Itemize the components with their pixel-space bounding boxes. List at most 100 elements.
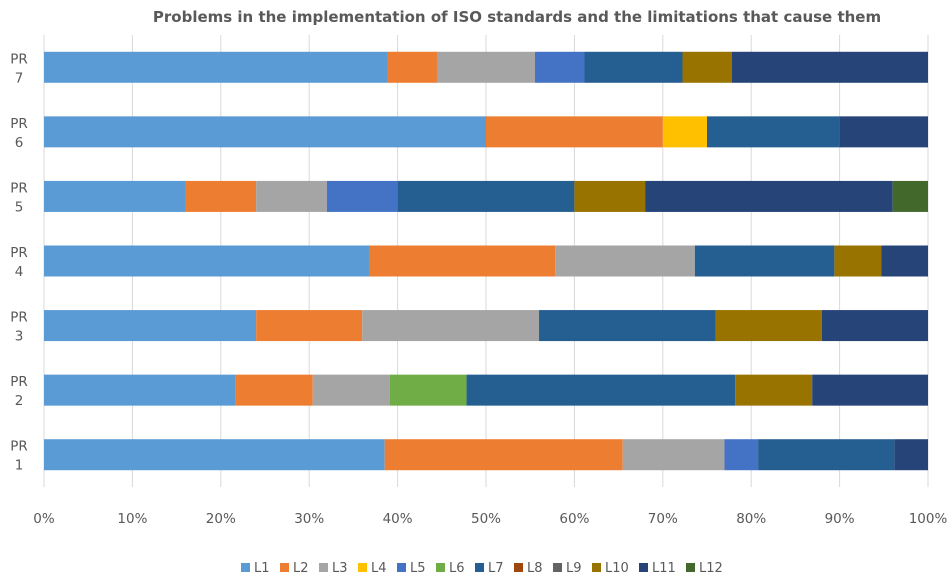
legend-swatch bbox=[475, 563, 484, 572]
bar-segment-l1-pr4 bbox=[44, 245, 369, 277]
legend-label: L2 bbox=[293, 561, 309, 576]
legend-swatch bbox=[514, 563, 523, 572]
category-label: PR 5 bbox=[10, 180, 28, 215]
x-tick-label: 50% bbox=[471, 511, 501, 527]
x-tick-label: 0% bbox=[33, 511, 55, 527]
legend-label: L12 bbox=[699, 561, 723, 576]
x-tick-label: 100% bbox=[909, 511, 948, 527]
bar-segment-l11-pr3 bbox=[821, 310, 928, 342]
x-tick-label: 90% bbox=[825, 511, 855, 527]
legend-item-l11: L11 bbox=[639, 561, 676, 576]
bar-segment-l3-pr7 bbox=[436, 51, 536, 83]
bar-segment-l4-pr6 bbox=[662, 116, 707, 148]
legend-swatch bbox=[639, 563, 648, 572]
bar-segment-l11-pr2 bbox=[812, 374, 928, 406]
legend-item-l9: L9 bbox=[553, 561, 582, 576]
bar-segment-l3-pr3 bbox=[362, 310, 540, 342]
x-tick-label: 20% bbox=[206, 511, 236, 527]
bar-segment-l7-pr3 bbox=[539, 310, 716, 342]
bar-segment-l10-pr5 bbox=[574, 180, 646, 212]
bar-segment-l5-pr5 bbox=[326, 180, 398, 212]
legend-item-l5: L5 bbox=[397, 561, 426, 576]
legend-swatch bbox=[592, 563, 601, 572]
legend-swatch bbox=[280, 563, 289, 572]
bar-segment-l10-pr4 bbox=[834, 245, 882, 277]
bar-segment-l1-pr6 bbox=[44, 116, 486, 148]
legend-label: L11 bbox=[652, 561, 676, 576]
bar-segment-l1-pr5 bbox=[44, 180, 186, 212]
bar-segment-l5-pr7 bbox=[535, 51, 585, 83]
legend-swatch bbox=[436, 563, 445, 572]
bar-segment-l7-pr4 bbox=[694, 245, 835, 277]
x-tick-label: 60% bbox=[559, 511, 589, 527]
x-tick-label: 80% bbox=[736, 511, 766, 527]
bar-segment-l7-pr2 bbox=[466, 374, 736, 406]
legend-label: L9 bbox=[566, 561, 582, 576]
x-tick-label: 70% bbox=[648, 511, 678, 527]
legend-item-l2: L2 bbox=[280, 561, 309, 576]
legend-item-l8: L8 bbox=[514, 561, 543, 576]
legend-swatch bbox=[241, 563, 250, 572]
legend-swatch bbox=[397, 563, 406, 572]
bar-segment-l6-pr2 bbox=[389, 374, 467, 406]
bar-segment-l11-pr7 bbox=[731, 51, 928, 83]
bar-segment-l10-pr2 bbox=[735, 374, 813, 406]
legend-item-l7: L7 bbox=[475, 561, 504, 576]
bar-segment-l11-pr5 bbox=[645, 180, 893, 212]
bar-segment-l2-pr7 bbox=[387, 51, 437, 83]
legend-label: L1 bbox=[254, 561, 270, 576]
legend-label: L10 bbox=[605, 561, 629, 576]
category-label: PR 3 bbox=[10, 310, 28, 345]
bar-segment-l10-pr3 bbox=[715, 310, 822, 342]
legend-label: L6 bbox=[449, 561, 465, 576]
bar-segment-l2-pr6 bbox=[486, 116, 663, 148]
bar-segment-l7-pr6 bbox=[707, 116, 840, 148]
bar-segment-l7-pr7 bbox=[584, 51, 683, 83]
bar-segment-l1-pr3 bbox=[44, 310, 257, 342]
x-tick-label: 40% bbox=[383, 511, 413, 527]
y-axis-categories: PR 1 PR 2 PR 3 PR 4 PR 5 PR 6 PR 7 bbox=[10, 51, 28, 473]
legend-item-l1: L1 bbox=[241, 561, 270, 576]
legend-item-l12: L12 bbox=[686, 561, 723, 576]
bar-segment-l10-pr7 bbox=[682, 51, 732, 83]
legend-swatch bbox=[358, 563, 367, 572]
bar-segment-l7-pr5 bbox=[397, 180, 575, 212]
bar-segment-l11-pr4 bbox=[881, 245, 928, 277]
category-label: PR 6 bbox=[10, 116, 28, 151]
bar-segment-l3-pr2 bbox=[312, 374, 390, 406]
legend-item-l3: L3 bbox=[319, 561, 348, 576]
legend-item-l10: L10 bbox=[592, 561, 629, 576]
legend-swatch bbox=[319, 563, 328, 572]
legend-label: L4 bbox=[371, 561, 387, 576]
legend-label: L8 bbox=[527, 561, 543, 576]
category-label: PR 1 bbox=[10, 439, 28, 474]
x-tick-label: 10% bbox=[117, 511, 147, 527]
bar-segment-l12-pr5 bbox=[892, 180, 928, 212]
bar-segment-l2-pr1 bbox=[384, 439, 623, 471]
legend-swatch bbox=[553, 563, 562, 572]
bar-segment-l1-pr2 bbox=[44, 374, 236, 406]
legend-swatch bbox=[686, 563, 695, 572]
bar-segment-l7-pr1 bbox=[758, 439, 895, 471]
category-label: PR 2 bbox=[10, 374, 28, 409]
x-tick-label: 30% bbox=[294, 511, 324, 527]
bar-segment-l3-pr1 bbox=[622, 439, 725, 471]
x-axis-ticks: 0% 10% 20% 30% 40% 50% 60% 70% 80% 90% 100% bbox=[33, 511, 947, 527]
bar-segment-l11-pr6 bbox=[839, 116, 928, 148]
legend: L1 L2 L3 L4 L5 L6 L7 L8 L9 L10 L11 L12 bbox=[241, 561, 723, 576]
legend-label: L7 bbox=[488, 561, 504, 576]
bar-segment-l1-pr1 bbox=[44, 439, 385, 471]
bar-segment-l1-pr7 bbox=[44, 51, 388, 83]
legend-label: L5 bbox=[410, 561, 426, 576]
bars bbox=[44, 51, 928, 471]
category-label: PR 4 bbox=[10, 245, 28, 280]
bar-segment-l5-pr1 bbox=[724, 439, 759, 471]
category-label: PR 7 bbox=[10, 51, 28, 86]
bar-segment-l11-pr1 bbox=[894, 439, 928, 471]
legend-item-l4: L4 bbox=[358, 561, 387, 576]
bar-segment-l2-pr5 bbox=[185, 180, 257, 212]
bar-segment-l2-pr2 bbox=[235, 374, 313, 406]
bar-segment-l3-pr5 bbox=[256, 180, 327, 212]
